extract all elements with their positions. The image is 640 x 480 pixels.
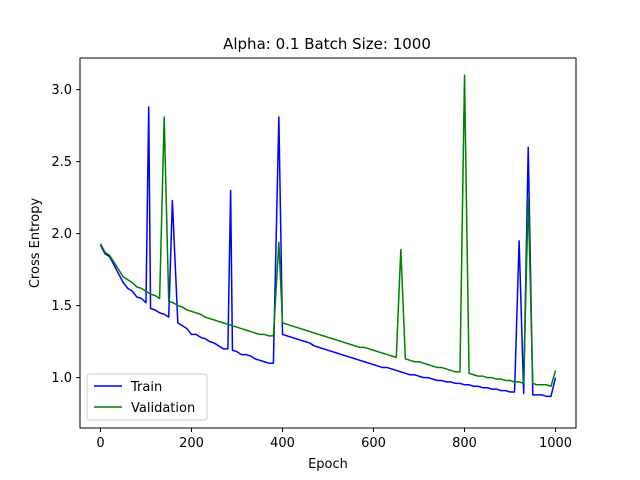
y-tick-label: 1.5	[51, 299, 72, 314]
x-tick-label: 600	[361, 436, 386, 451]
y-tick-label: 1.0	[51, 371, 72, 386]
plot-area	[99, 74, 557, 398]
y-axis-title: Cross Entropy	[28, 198, 43, 289]
y-tick-label: 2.5	[51, 155, 72, 170]
x-tick-label: 400	[270, 436, 295, 451]
x-tick-label: 0	[96, 436, 104, 451]
x-tick-label: 1000	[539, 436, 572, 451]
series-group	[99, 74, 557, 398]
y-tick-label: 2.0	[51, 227, 72, 242]
chart-title: Alpha: 0.1 Batch Size: 1000	[223, 35, 431, 53]
y-axis: 1.0 1.5 2.0 2.5 3.0	[51, 83, 80, 386]
legend-label-train: Train	[130, 380, 162, 395]
y-tick-label: 3.0	[51, 83, 72, 98]
x-tick-label: 200	[179, 436, 204, 451]
series-line-train	[99, 106, 557, 398]
series-line-validation	[99, 74, 557, 387]
x-axis: 0 200 400 600 800 1000	[96, 428, 572, 451]
x-axis-title: Epoch	[308, 457, 348, 472]
legend: Train Validation	[86, 373, 208, 421]
x-tick-label: 800	[452, 436, 477, 451]
legend-label-validation: Validation	[131, 401, 195, 416]
plot-frame	[79, 57, 577, 429]
